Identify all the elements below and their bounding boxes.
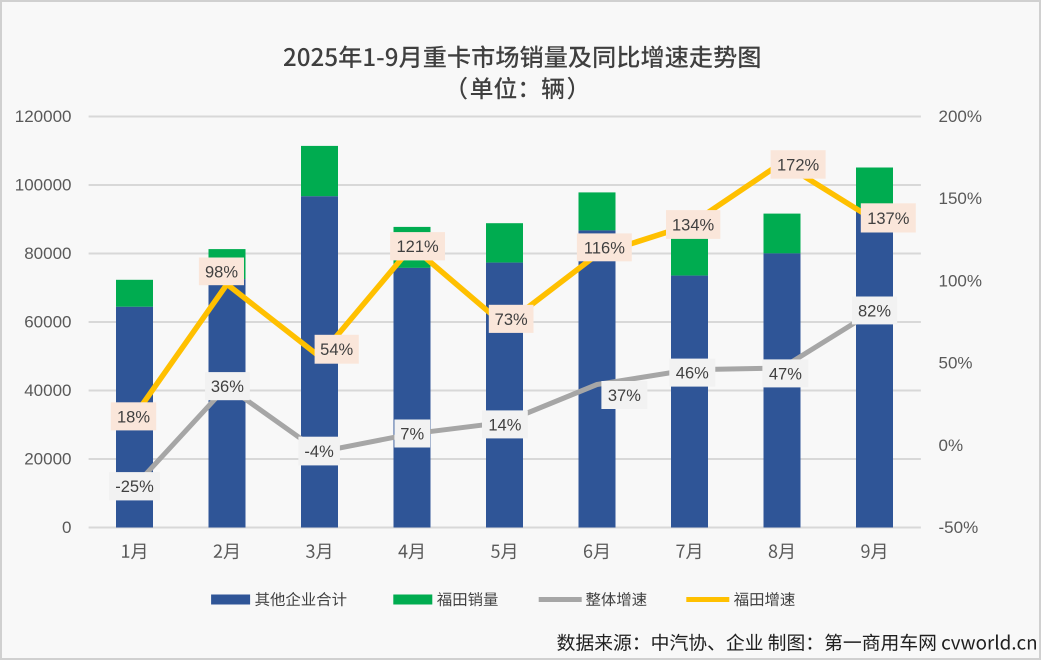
svg-text:60000: 60000 bbox=[24, 313, 71, 332]
svg-text:73%: 73% bbox=[495, 311, 528, 329]
svg-text:36%: 36% bbox=[211, 378, 244, 396]
svg-text:150%: 150% bbox=[939, 189, 982, 208]
svg-text:200%: 200% bbox=[939, 107, 982, 126]
svg-text:50%: 50% bbox=[939, 354, 973, 373]
svg-text:7%: 7% bbox=[400, 426, 424, 444]
svg-text:80000: 80000 bbox=[24, 244, 71, 263]
svg-text:40000: 40000 bbox=[24, 381, 71, 400]
svg-text:82%: 82% bbox=[858, 302, 891, 320]
svg-text:98%: 98% bbox=[205, 263, 238, 281]
svg-text:46%: 46% bbox=[676, 365, 709, 383]
svg-text:37%: 37% bbox=[608, 387, 641, 405]
svg-text:116%: 116% bbox=[584, 239, 625, 257]
svg-text:-50%: -50% bbox=[939, 518, 979, 537]
svg-text:100%: 100% bbox=[939, 271, 982, 290]
svg-text:54%: 54% bbox=[320, 341, 353, 359]
svg-text:134%: 134% bbox=[672, 217, 715, 235]
svg-text:120000: 120000 bbox=[15, 107, 72, 126]
svg-text:137%: 137% bbox=[867, 210, 910, 228]
svg-text:0%: 0% bbox=[939, 436, 964, 455]
svg-text:-25%: -25% bbox=[115, 478, 154, 496]
svg-text:20000: 20000 bbox=[24, 450, 71, 469]
svg-text:14%: 14% bbox=[488, 416, 521, 434]
svg-text:18%: 18% bbox=[117, 408, 150, 426]
svg-text:-4%: -4% bbox=[304, 443, 334, 461]
svg-text:100000: 100000 bbox=[15, 176, 72, 195]
svg-text:172%: 172% bbox=[777, 156, 820, 174]
svg-text:121%: 121% bbox=[396, 238, 439, 256]
svg-text:47%: 47% bbox=[769, 365, 802, 383]
svg-text:0: 0 bbox=[62, 518, 71, 537]
